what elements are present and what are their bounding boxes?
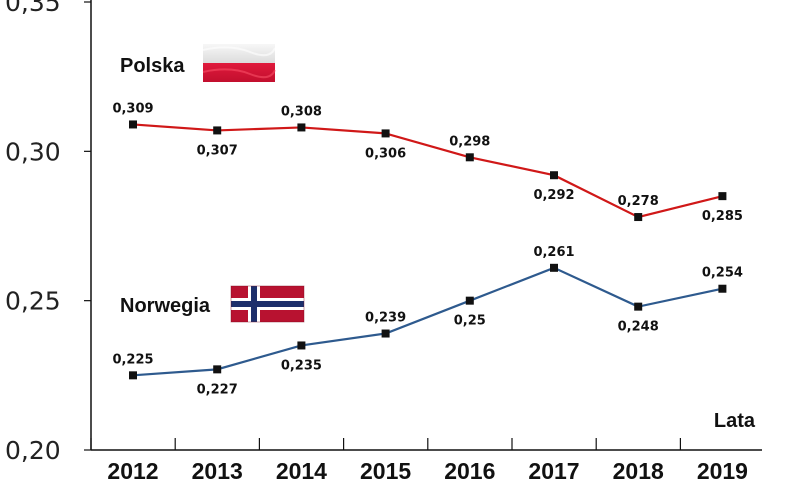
- series-name-norwegia: Norwegia: [120, 295, 211, 317]
- data-point-polska: [213, 126, 222, 135]
- series-layer: 0,309 0,307 0,308 0,306 0,298 0,292 0,278 0,285…: [112, 101, 743, 397]
- data-point-norwegia: [718, 284, 727, 293]
- data-label-polska: 0,278: [618, 194, 659, 209]
- data-point-norwegia: [465, 296, 474, 305]
- data-label-norwegia: 0,248: [618, 320, 659, 335]
- data-point-norwegia: [129, 371, 137, 380]
- data-point-polska: [465, 153, 474, 162]
- x-tick-label: 2019: [697, 458, 748, 480]
- data-point-norwegia: [213, 365, 222, 374]
- data-point-polska: [129, 120, 137, 129]
- norway-flag-icon: [230, 285, 305, 323]
- series-line-polska: [132, 123, 723, 219]
- data-label-norwegia: 0,235: [281, 358, 322, 373]
- data-label-norwegia: 0,261: [533, 245, 574, 260]
- data-point-norwegia: [297, 341, 306, 350]
- y-ticks: 0,20 0,25 0,30 0,35: [5, 0, 91, 465]
- data-label-polska: 0,298: [449, 134, 490, 149]
- data-label-polska: 0,292: [533, 188, 574, 203]
- data-point-polska: [550, 171, 558, 180]
- series-line-norwegia: [132, 266, 723, 377]
- y-tick-label: 0,30: [5, 137, 61, 166]
- data-point-polska: [718, 192, 727, 201]
- x-tick-label: 2013: [192, 458, 243, 480]
- data-label-norwegia: 0,25: [454, 314, 486, 329]
- x-tick-label: 2017: [528, 458, 579, 480]
- series-name-polska: Polska: [120, 55, 185, 77]
- data-label-norwegia: 0,239: [365, 311, 406, 326]
- series-label-norwegia: Norwegia: [120, 285, 305, 323]
- data-label-norwegia: 0,227: [197, 382, 238, 397]
- x-tick-label: 2016: [444, 458, 495, 480]
- data-point-polska: [297, 123, 306, 132]
- data-label-norwegia: 0,225: [112, 352, 153, 367]
- x-tick-label: 2018: [613, 458, 664, 480]
- data-label-polska: 0,307: [197, 143, 238, 158]
- data-label-polska: 0,308: [281, 104, 322, 119]
- data-point-norwegia: [381, 329, 390, 338]
- data-point-polska: [381, 129, 390, 138]
- x-axis-label: Lata: [714, 410, 756, 432]
- x-ticks: 2012 2013 2014 2015 2016 2017 2018 2019: [90, 438, 748, 480]
- data-point-polska: [634, 213, 643, 222]
- y-tick-label: 0,20: [5, 436, 61, 465]
- x-tick-label: 2015: [360, 458, 411, 480]
- axes: [90, 0, 762, 451]
- data-label-polska: 0,306: [365, 146, 406, 161]
- data-label-polska: 0,309: [112, 101, 153, 116]
- data-point-norwegia: [550, 263, 558, 272]
- x-tick-label: 2012: [107, 458, 158, 480]
- data-label-polska: 0,285: [702, 209, 743, 224]
- data-label-norwegia: 0,254: [702, 266, 743, 281]
- x-tick-label: 2014: [276, 458, 327, 480]
- y-tick-label: 0,25: [5, 287, 61, 316]
- data-point-norwegia: [634, 302, 643, 311]
- y-tick-label: 0,35: [5, 0, 61, 17]
- poland-flag-icon: [202, 44, 276, 82]
- series-label-polska: Polska: [120, 44, 276, 82]
